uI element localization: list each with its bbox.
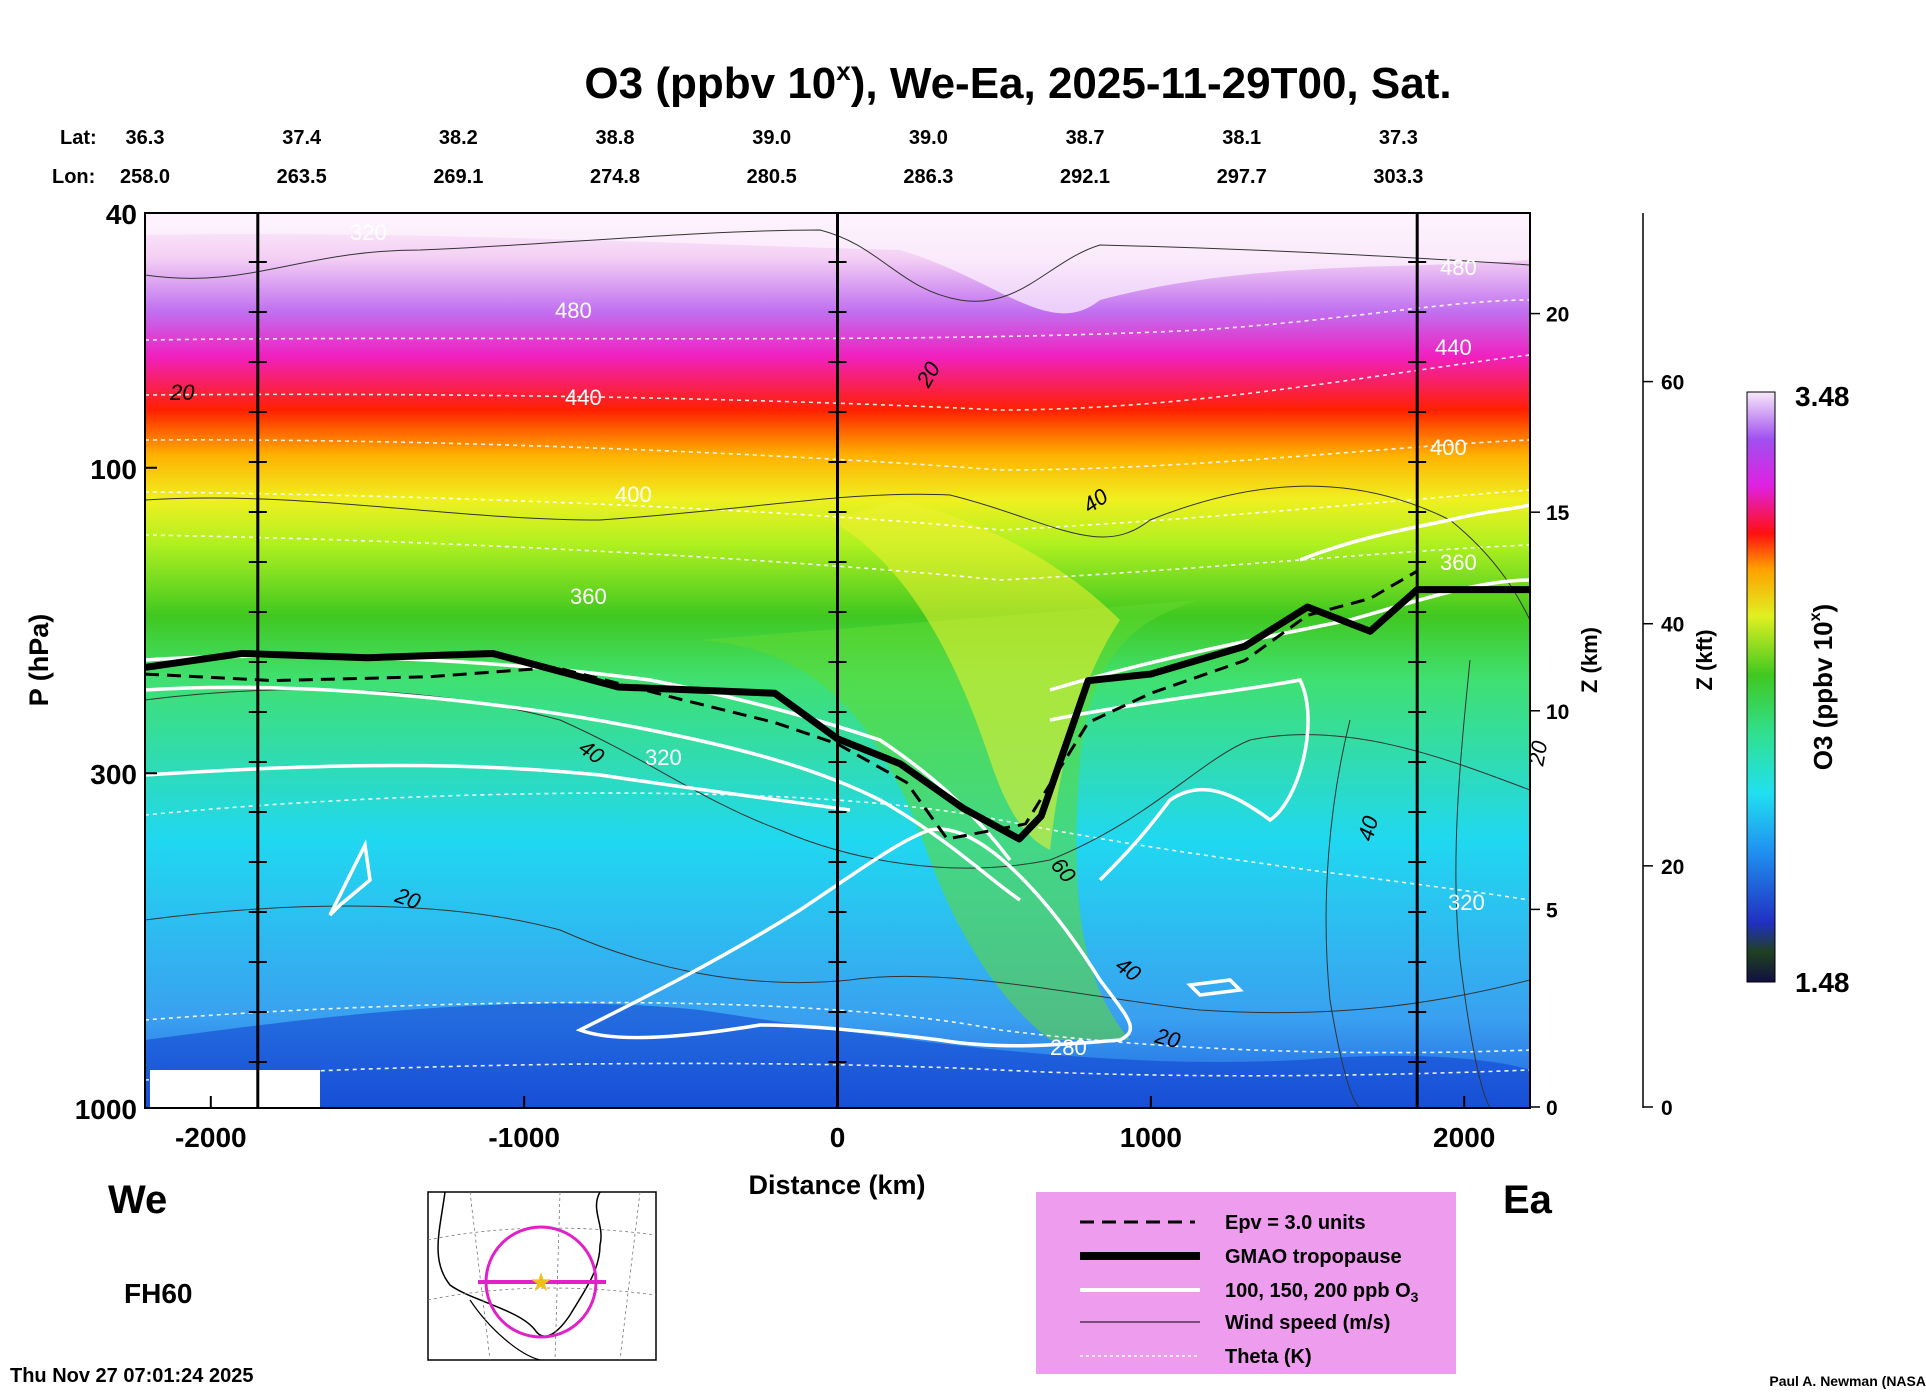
inset-map: ★ [427, 1191, 657, 1361]
z-km-tick-label: 0 [1546, 1097, 1558, 1120]
theta-label: 320 [645, 745, 682, 770]
y-axis: 40 100 300 1000 [75, 199, 157, 1125]
lat-lon-labels: 36.3 258.0 37.4 263.5 38.2 269.1 38.8 274.8 39.0… [120, 127, 1423, 188]
lat-value: 36.3 [126, 127, 165, 149]
theta-label: 480 [555, 298, 592, 323]
z-km-tick-label: 15 [1546, 502, 1570, 525]
z-km-label: Z (km) [1577, 627, 1602, 693]
z-km-tick-label: 5 [1546, 899, 1558, 922]
y-tick-label: 1000 [75, 1094, 137, 1125]
z-kft-axis: 0 20 40 60 [1642, 213, 1684, 1120]
upper-haze [145, 213, 1530, 314]
credit: Paul A. Newman (NASA [1769, 1373, 1926, 1389]
theta-label: 320 [350, 220, 387, 245]
x-axis-label: Distance (km) [748, 1170, 925, 1200]
lat-value: 38.1 [1222, 127, 1261, 149]
x-axis: -2000 -1000 0 1000 2000 [175, 1096, 1495, 1153]
legend-ozone-label: 100, 150, 200 ppb O3 [1225, 1280, 1419, 1305]
z-kft-tick-label: 60 [1661, 372, 1684, 395]
z-kft-tick-label: 20 [1661, 856, 1684, 879]
lon-row-label: Lon: [52, 166, 95, 188]
lat-value: 39.0 [909, 127, 948, 149]
colorbar-max-label: 3.48 [1795, 381, 1850, 412]
theta-label: 440 [1435, 335, 1472, 360]
y-axis-label: P (hPa) [24, 614, 54, 707]
lat-value: 37.4 [282, 127, 322, 149]
theta-label: 440 [565, 385, 602, 410]
z-kft-tick-label: 40 [1661, 614, 1684, 637]
graticule [427, 1191, 657, 1361]
theta-contours [145, 299, 1530, 1081]
legend-epv-label: Epv = 3.0 units [1225, 1212, 1366, 1234]
chart-title: O3 (ppbv 10x), We-Ea, 2025-11-29T00, Sat… [584, 56, 1451, 108]
legend-wind-label: Wind speed (m/s) [1225, 1312, 1390, 1334]
terrain-mask [150, 1070, 320, 1108]
theta-label: 280 [1050, 1035, 1087, 1060]
theta-label: 320 [1448, 890, 1485, 915]
theta-label: 400 [1430, 435, 1467, 460]
lon-value: 274.8 [590, 166, 640, 188]
legend: Epv = 3.0 units GMAO tropopause 100, 150… [1036, 1192, 1456, 1374]
lon-value: 286.3 [903, 166, 953, 188]
lon-value: 297.7 [1217, 166, 1267, 188]
y-tick-label: 100 [90, 454, 137, 485]
coastline [437, 1191, 602, 1337]
x-tick-label: 0 [830, 1122, 846, 1153]
theta-label: 480 [1440, 255, 1477, 280]
theta-label: 360 [570, 584, 607, 609]
lon-value: 280.5 [747, 166, 797, 188]
lon-value: 303.3 [1373, 166, 1423, 188]
theta-label: 400 [615, 482, 652, 507]
center-star-icon: ★ [529, 1268, 552, 1298]
z-km-axis: 0 5 10 15 20 [1530, 304, 1570, 1120]
theta-label: 360 [1440, 550, 1477, 575]
lon-value: 258.0 [120, 166, 170, 188]
y-tick-label: 300 [90, 759, 137, 790]
timestamp: Thu Nov 27 07:01:24 2025 [10, 1365, 253, 1387]
west-label: We [108, 1178, 167, 1222]
wind-contours [145, 229, 1530, 1108]
tropopause-line [145, 586, 1530, 843]
legend-tropopause-label: GMAO tropopause [1225, 1246, 1402, 1268]
lat-value: 37.3 [1379, 127, 1418, 149]
z-km-tick-label: 10 [1546, 701, 1569, 724]
z-kft-tick-label: 0 [1661, 1097, 1673, 1120]
x-tick-label: -2000 [175, 1122, 247, 1153]
fold-yellow [830, 500, 1120, 850]
x-tick-label: 2000 [1433, 1122, 1495, 1153]
wind-label: 20 [169, 380, 195, 405]
lon-value: 292.1 [1060, 166, 1110, 188]
colorbar-label: O3 (ppbv 10x) [1807, 604, 1838, 770]
x-tick-label: 1000 [1120, 1122, 1182, 1153]
colorbar [1746, 391, 1776, 983]
wind-label: 20 [1523, 738, 1552, 768]
ozone-field [145, 213, 1530, 1108]
legend-theta-label: Theta (K) [1225, 1346, 1312, 1368]
lat-value: 38.7 [1066, 127, 1105, 149]
lon-value: 269.1 [433, 166, 483, 188]
epv-line [145, 569, 1418, 841]
lon-value: 263.5 [277, 166, 327, 188]
colorbar-min-label: 1.48 [1795, 967, 1850, 998]
x-tick-label: -1000 [488, 1122, 560, 1153]
lat-value: 38.2 [439, 127, 478, 149]
z-km-tick-label: 20 [1546, 304, 1569, 327]
z-kft-label: Z (kft) [1692, 629, 1717, 690]
station-lines [248, 213, 1427, 1108]
lat-row-label: Lat: [60, 127, 97, 149]
east-label: Ea [1503, 1178, 1553, 1222]
y-tick-label: 40 [106, 199, 137, 230]
forecast-hour: FH60 [124, 1278, 192, 1309]
coastline-south [469, 1299, 541, 1361]
lat-value: 39.0 [752, 127, 791, 149]
lat-value: 38.8 [596, 127, 635, 149]
